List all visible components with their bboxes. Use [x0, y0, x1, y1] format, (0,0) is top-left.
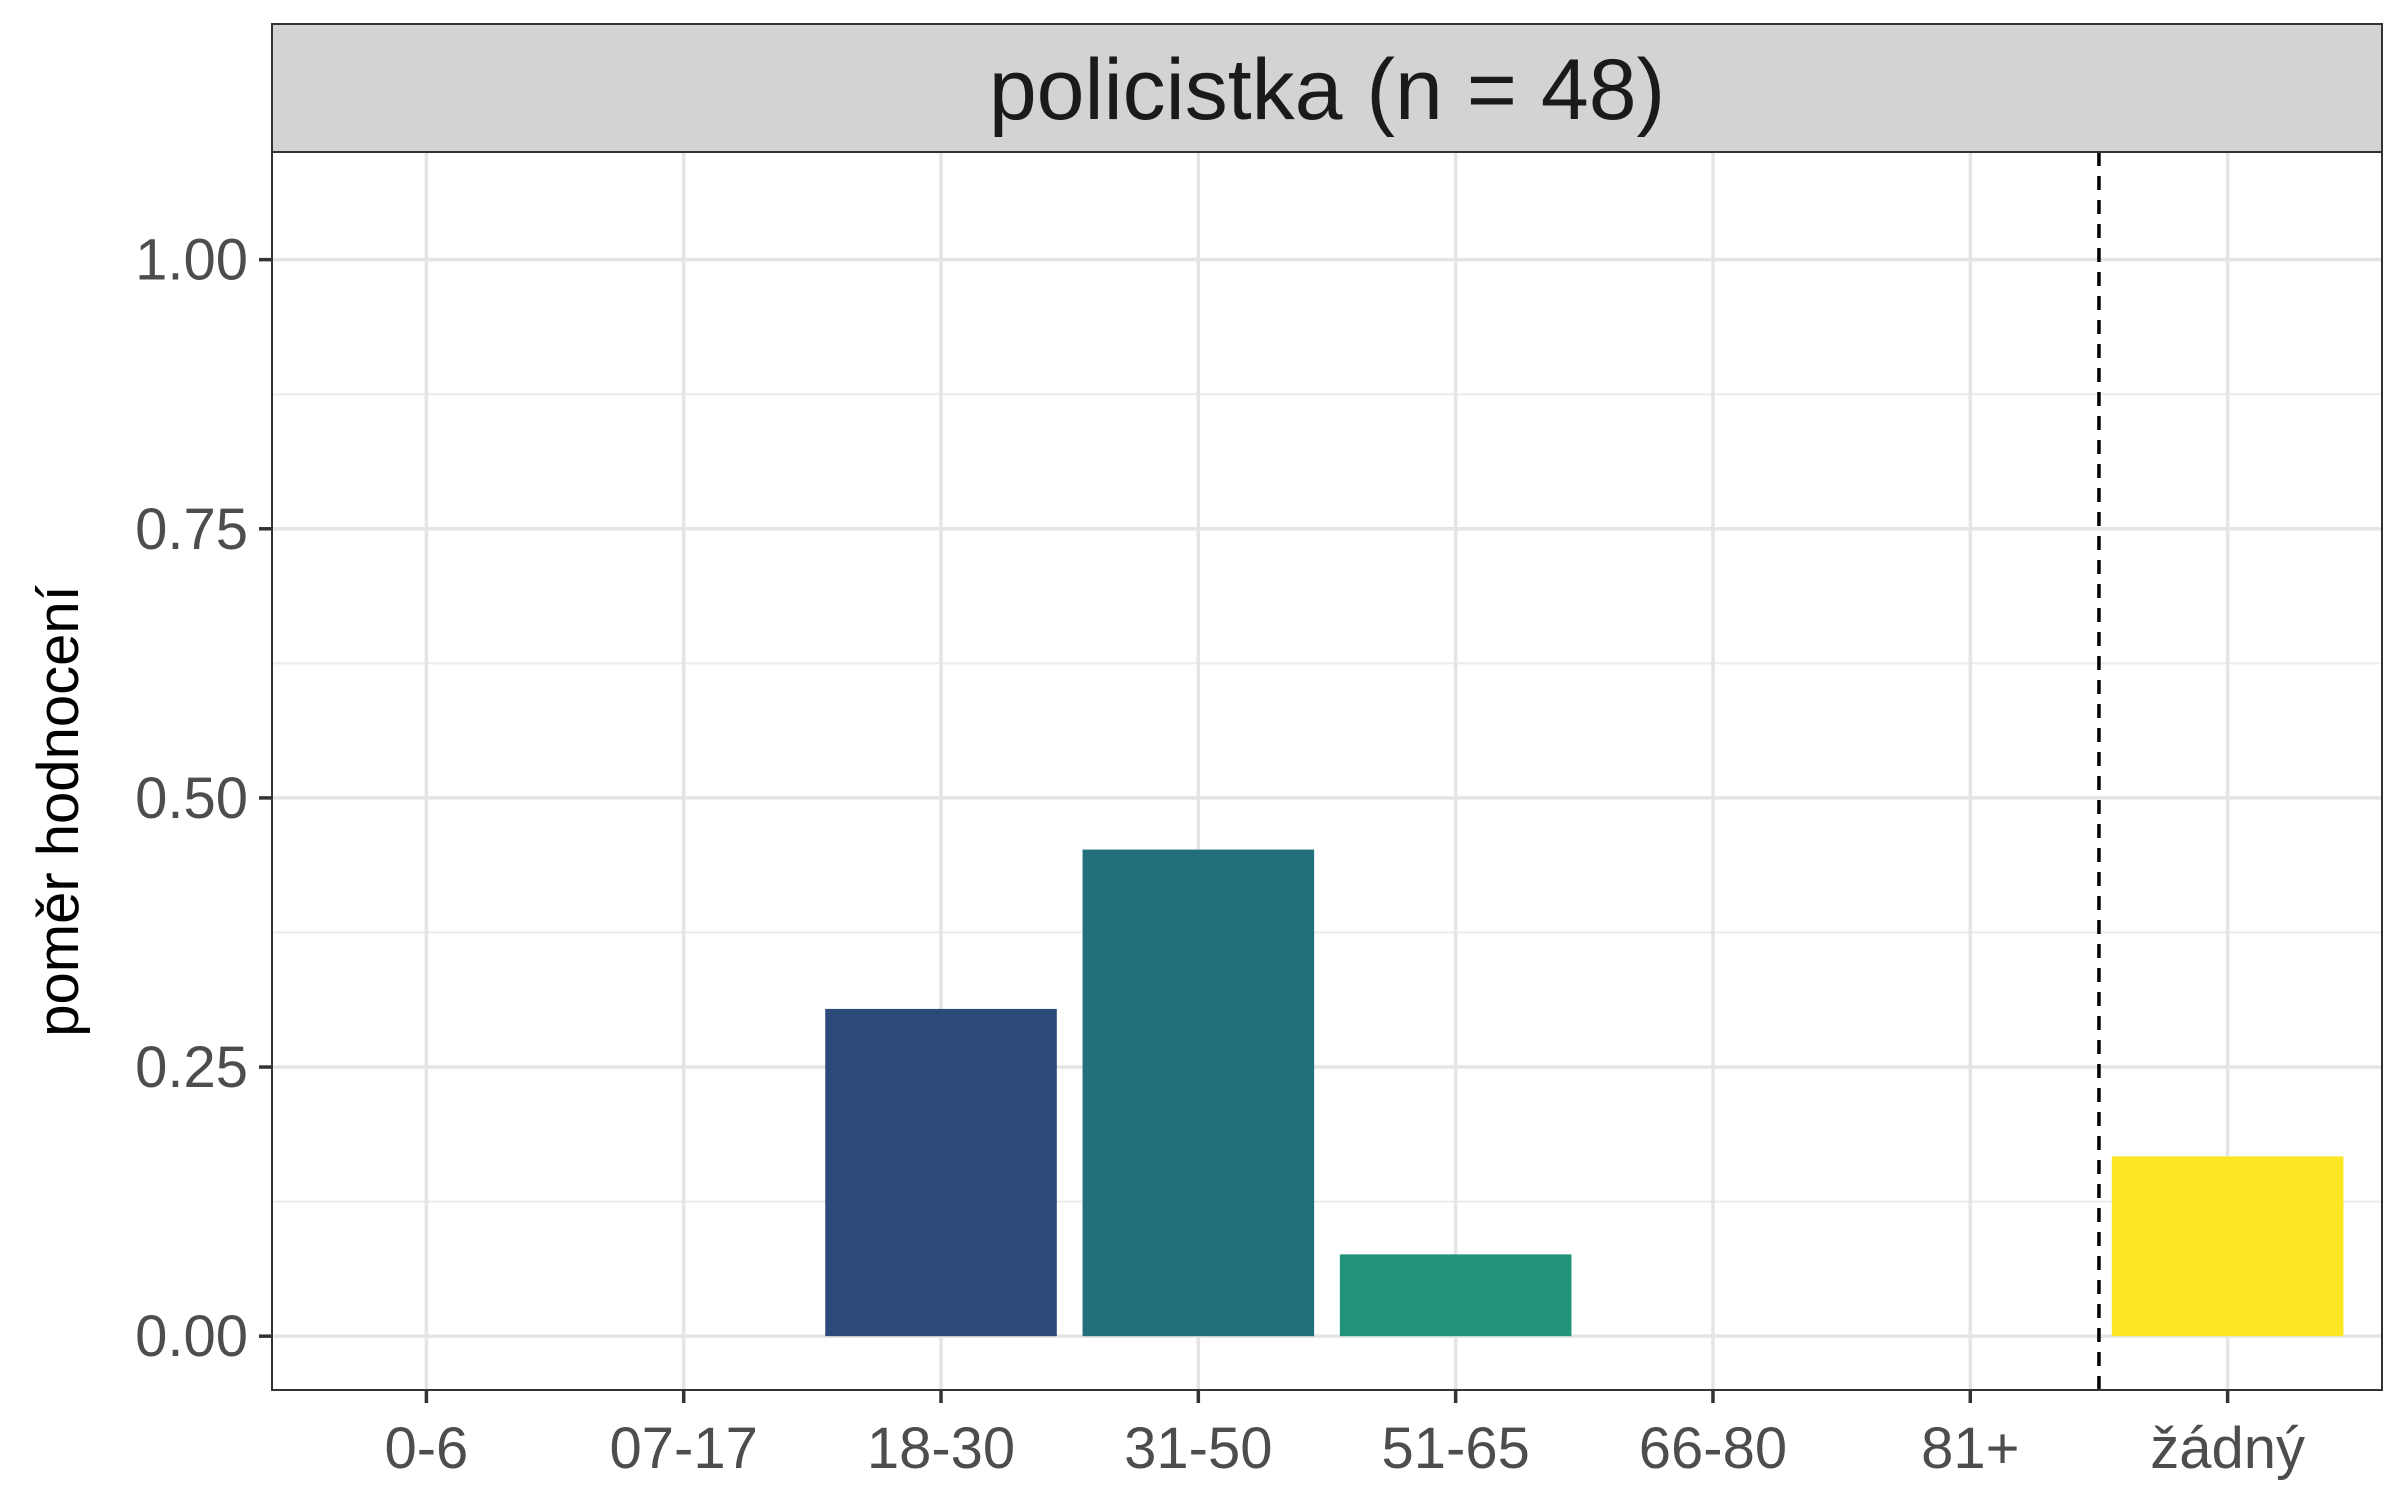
facet-strip: policistka (n = 48) [271, 23, 2383, 153]
x-tick-label: 31-50 [1124, 1416, 1272, 1481]
y-tick-label: 0.75 [135, 497, 248, 562]
x-tick-label: 18-30 [867, 1416, 1015, 1481]
x-tick-label: žádný [2150, 1416, 2305, 1481]
bar [825, 1008, 1057, 1337]
y-tick-label: 1.00 [135, 228, 248, 293]
y-tick-label: 0.50 [135, 766, 248, 831]
bar-series [825, 849, 2344, 1337]
facet-strip-label: policistka (n = 48) [989, 42, 1665, 138]
x-tick-label: 07-17 [610, 1416, 758, 1481]
bar [1339, 1254, 1572, 1337]
y-tick-label: 0.00 [135, 1304, 248, 1369]
y-tick-label: 0.25 [135, 1035, 248, 1100]
facet-strip-background [271, 23, 2383, 153]
bar [2111, 1156, 2344, 1337]
x-tick-label: 66-80 [1639, 1416, 1787, 1481]
bar [1082, 849, 1315, 1337]
x-tick-label: 51-65 [1381, 1416, 1529, 1481]
x-axis: 0-6 07-17 18-30 31-50 51-65 66-80 81+ žádný [384, 1390, 2305, 1481]
x-tick-label: 0-6 [384, 1416, 468, 1481]
x-tick-label: 81+ [1921, 1416, 2019, 1481]
y-axis-title: poměr hodnocení [26, 585, 91, 1036]
minor-gridlines [272, 393, 2382, 1203]
panel-background [272, 152, 2382, 1390]
y-axis: 0.00 0.25 0.50 0.75 1.00 [135, 228, 272, 1369]
panel-area [272, 152, 2382, 1390]
